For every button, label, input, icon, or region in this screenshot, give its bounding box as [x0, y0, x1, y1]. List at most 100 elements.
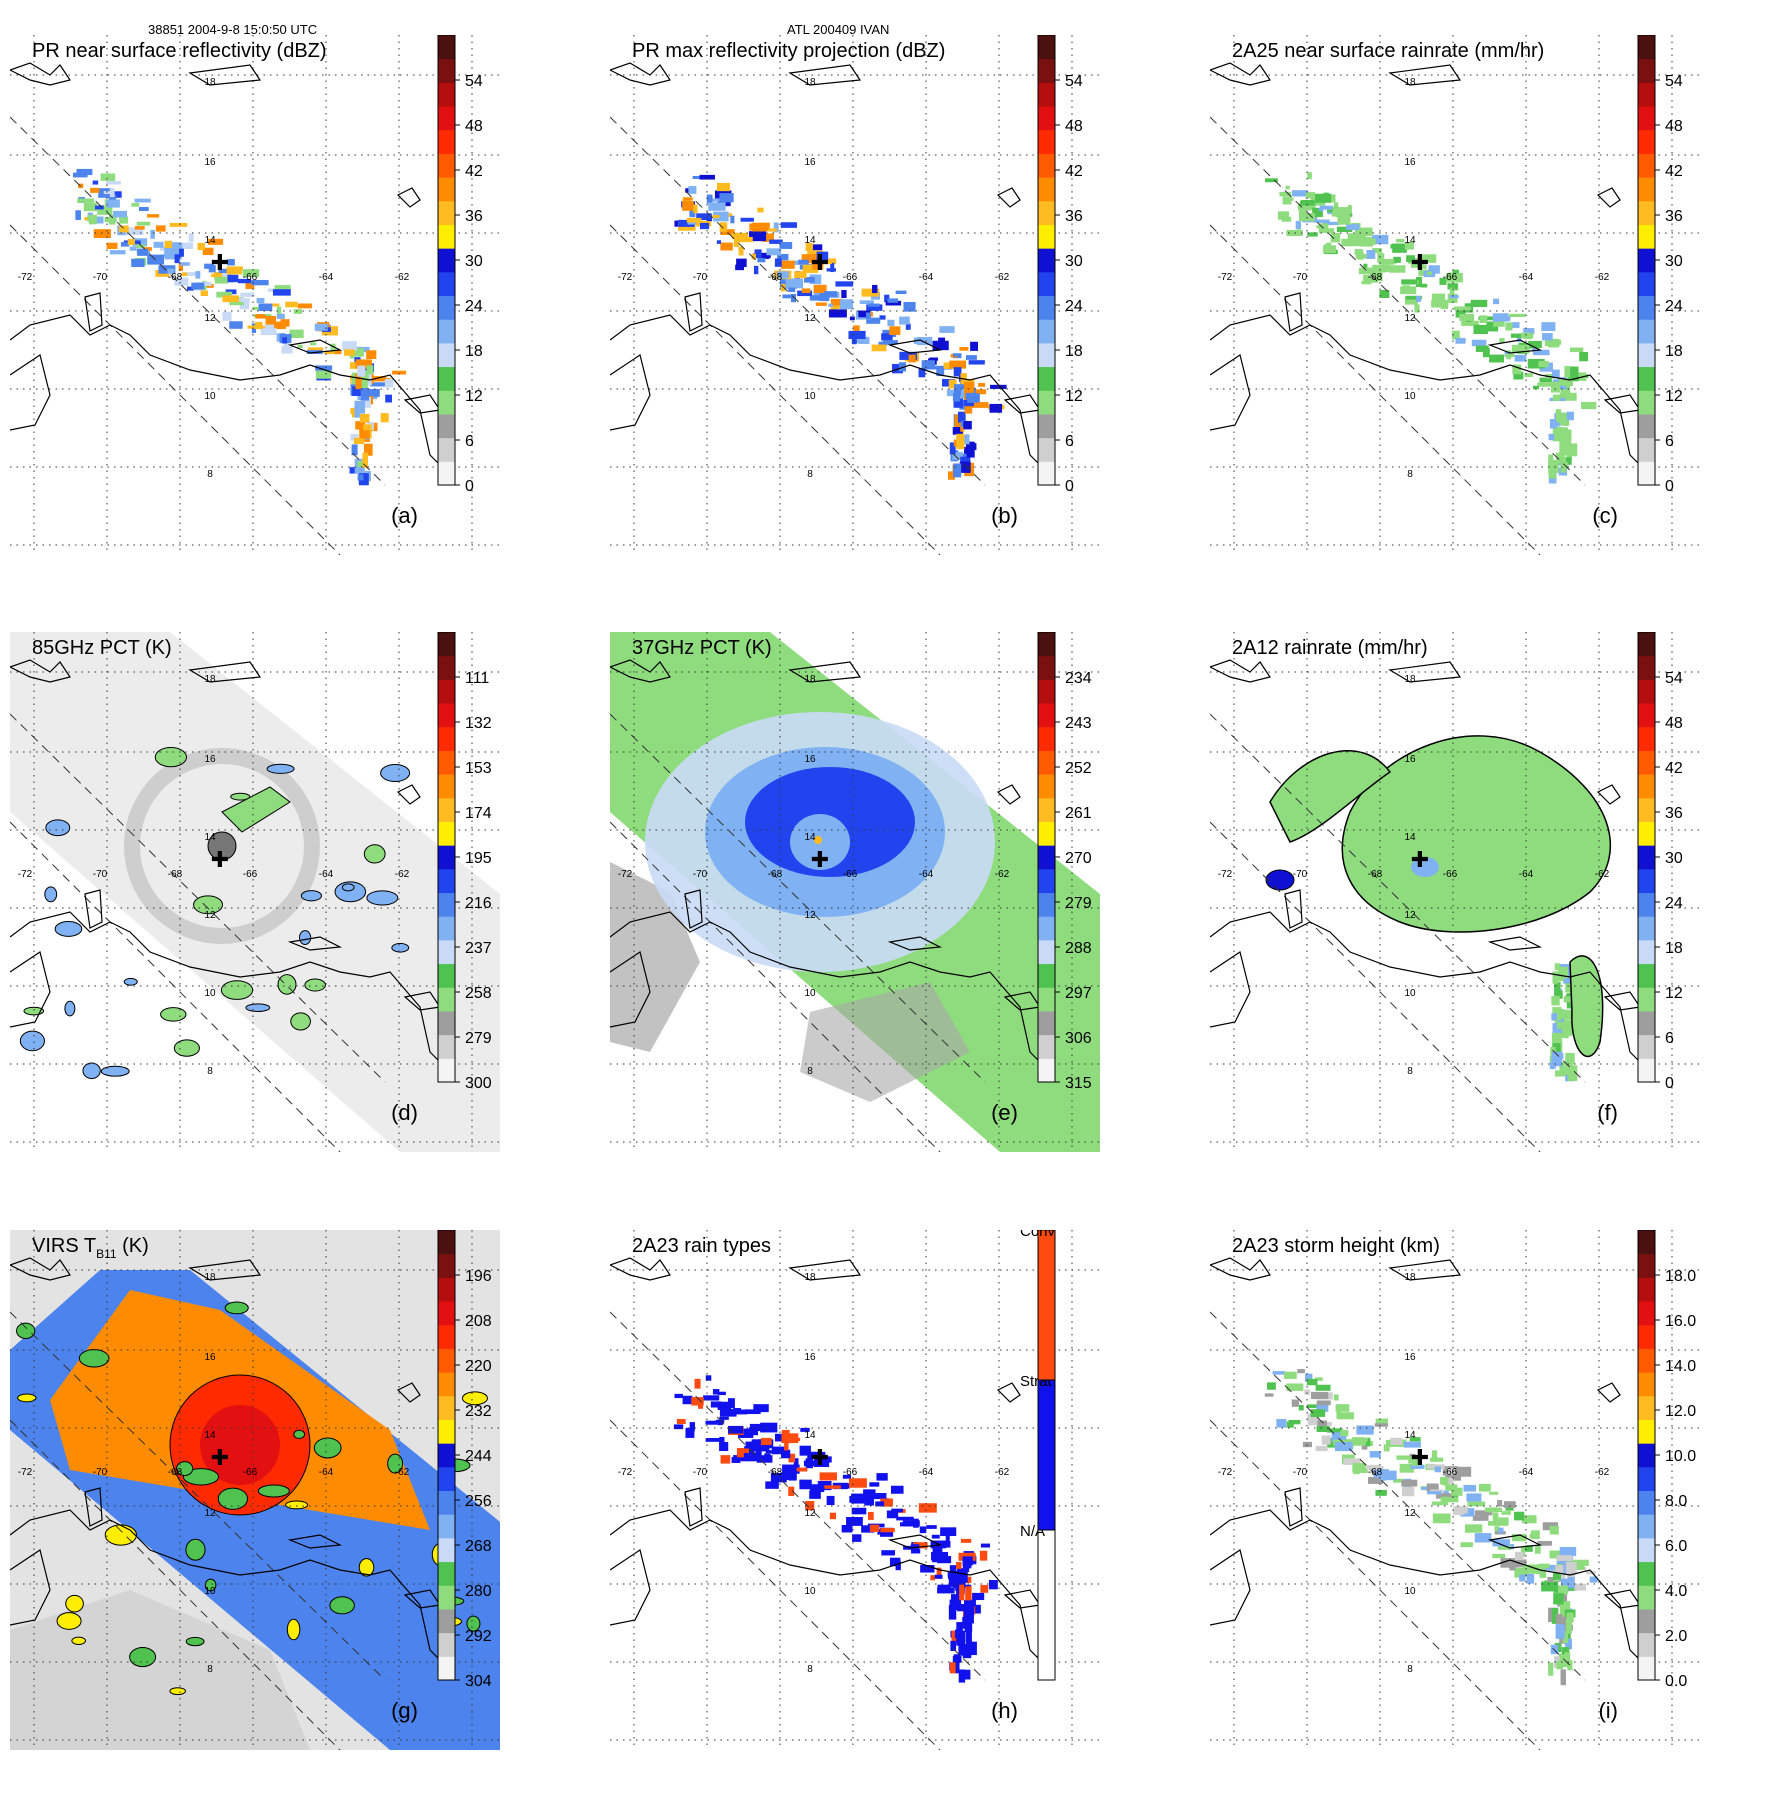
rain-pixel: [256, 298, 265, 304]
rain-pixel: [1556, 1555, 1573, 1562]
rain-pixel: [1551, 369, 1560, 378]
colorbar-segment: [1038, 390, 1055, 415]
rain-pixel: [776, 271, 789, 279]
rain-pixel: [222, 311, 232, 321]
rain-pixel: [964, 400, 973, 414]
lat-label: 10: [804, 391, 816, 402]
rain-pixel: [813, 290, 821, 299]
colorbar-tick-label: 30: [1665, 253, 1683, 270]
rain-pixel: [942, 378, 956, 387]
rain-pixel: [1564, 365, 1571, 378]
rain-pixel: [921, 360, 936, 370]
colorbar-tick-label: 216: [465, 895, 492, 912]
rain-pixel: [1551, 1032, 1562, 1044]
rain-pixel: [918, 1503, 937, 1513]
rain-pixel: [179, 248, 184, 257]
panel-letter-label: (a): [391, 503, 418, 528]
rain-pixel: [918, 368, 926, 378]
rain-pixel: [343, 349, 355, 356]
colorbar-segment: [438, 1443, 455, 1468]
colorbar-segment: [1638, 939, 1655, 965]
rain-pixel: [1336, 226, 1353, 233]
ir-cloud-cell: [16, 1322, 36, 1339]
lat-label: 12: [804, 313, 816, 324]
panel-e-svg: ✚ 18 16 14 12 10 8 -72 -70 -68 -66 -64 -62 37GHz PCT …: [610, 632, 1100, 1152]
rain-pixel: [980, 1543, 991, 1548]
rain-pixel: [243, 298, 250, 304]
coastline-peninsula: [1210, 354, 1251, 431]
rain-pixel: [964, 1619, 973, 1633]
rain-pixel: [808, 1451, 823, 1458]
rain-pixel: [1484, 1507, 1494, 1512]
rain-pixel: [753, 1404, 769, 1413]
colorbar-segment: [438, 939, 455, 965]
rain-pixel: [790, 293, 796, 303]
rain-pixel: [959, 381, 967, 390]
colorbar-tick-label: 6.0: [1665, 1538, 1687, 1555]
colorbar-segment: [1638, 1561, 1655, 1586]
rain-pixel: [1556, 1660, 1564, 1670]
cold-cloud-cell: [245, 1003, 271, 1012]
rain-pixel: [1570, 347, 1584, 353]
coastline-trinidad: [1603, 394, 1642, 414]
rain-pixel: [851, 1507, 867, 1515]
colorbar-segment: [1638, 821, 1655, 846]
lat-label: 16: [204, 157, 216, 168]
rain-pixel: [1492, 1517, 1509, 1526]
colorbar-segment: [438, 295, 455, 320]
rain-pixel: [1427, 1491, 1442, 1495]
lon-label: -70: [693, 272, 708, 283]
rain-pixel: [1374, 1423, 1388, 1427]
rain-pixel: [958, 1645, 966, 1656]
lon-label: -66: [1443, 1467, 1458, 1478]
lon-label: -64: [319, 1467, 334, 1478]
colorbar-segment: [1638, 703, 1655, 728]
colorbar-tick-label: 48: [465, 118, 483, 135]
cold-cloud-cell: [54, 921, 83, 937]
rain-pixel: [1558, 378, 1568, 386]
coastline-margarita: [1487, 1534, 1543, 1549]
rain-pixel: [1574, 1583, 1587, 1591]
rain-pixel: [207, 238, 224, 245]
rain-pixel: [1541, 1581, 1559, 1592]
colorbar-segment: [1038, 200, 1055, 225]
rain-pixel: [798, 259, 809, 265]
rain-pixel: [1521, 1515, 1537, 1524]
lon-label: -70: [93, 869, 108, 880]
rain-pixel: [1565, 1561, 1577, 1575]
panel-h-svg: ✚ 18 16 14 12 10 8 -72 -70 -68 -66 -64 -62 2A23 rain …: [610, 1230, 1100, 1750]
storm-center-marker: ✚: [1411, 1445, 1429, 1470]
panel-title-subscript: B11: [96, 1247, 117, 1261]
rain-pixel: [1493, 298, 1500, 305]
colorbar-segment: [1038, 35, 1055, 60]
swath-edge: [10, 224, 341, 555]
rain-pixel: [1548, 1662, 1554, 1676]
rain-pixel: [87, 215, 98, 222]
lat-label: 18: [1404, 1272, 1416, 1283]
rain-pixel: [828, 309, 847, 318]
colorbar-tick-label: 16.0: [1665, 1313, 1696, 1330]
rain-pixel: [1307, 1413, 1320, 1423]
lon-label: -62: [395, 272, 410, 283]
rain-pixel: [293, 309, 302, 314]
map-area: ✚ 18 16 14 12 10 8 -72 -70 -68 -66 -64 -62: [10, 632, 500, 1152]
rain-pixel: [1432, 1513, 1451, 1524]
rain-pixel: [222, 295, 239, 303]
colorbar-segment: [1638, 1608, 1655, 1634]
colorbar-segment: [438, 679, 455, 704]
rain-pixel: [765, 1450, 781, 1454]
rain-pixel: [1416, 295, 1421, 302]
rain-pixel: [1440, 302, 1449, 310]
rain-pixel: [1586, 1571, 1596, 1575]
cold-cloud-cell: [193, 895, 224, 915]
rain-pixel: [751, 253, 756, 260]
lon-label: -64: [1519, 272, 1534, 283]
rain-pixel: [354, 400, 366, 414]
colorbar-segment: [438, 797, 455, 822]
rain-pixel: [237, 278, 252, 284]
cold-cloud-cell: [173, 1039, 200, 1057]
rain-pixel: [719, 1409, 737, 1417]
rain-pixel: [1551, 995, 1560, 1006]
colorbar-tick-label: 195: [465, 850, 492, 867]
cold-cloud-cell: [380, 763, 411, 783]
